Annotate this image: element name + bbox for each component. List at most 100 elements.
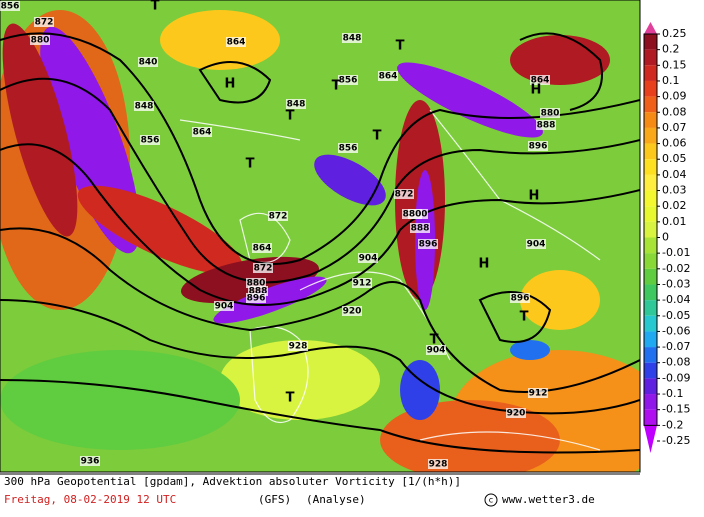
colorbar-label: 0.06 <box>662 137 687 150</box>
contour-label-bg <box>528 388 548 398</box>
colorbar-label: -0.08 <box>662 356 690 369</box>
colorbar-segment <box>644 127 657 144</box>
contour-label-bg <box>530 75 550 85</box>
contour-label-bg <box>140 135 160 145</box>
colorbar-segment <box>644 362 657 379</box>
map-frame <box>0 0 641 473</box>
colorbar-segment <box>644 49 657 66</box>
colorbar-segment <box>644 284 657 301</box>
contour-label-bg <box>288 341 308 351</box>
contour-label-bg <box>506 408 526 418</box>
pressure-center: H <box>479 257 490 272</box>
pressure-center: T <box>151 0 160 14</box>
footer-site: www.wetter3.de <box>502 493 595 506</box>
contour-label: 888 <box>411 224 430 234</box>
contour-label-bg <box>248 286 268 296</box>
contour-label-bg <box>342 306 362 316</box>
contour-label-bg <box>358 253 378 263</box>
colorbar-label: -0.1 <box>662 387 683 400</box>
colorbar-segment <box>644 174 657 191</box>
colorbar-segment <box>644 347 657 363</box>
contour-label: 896 <box>529 142 548 152</box>
colorbar-label: 0.01 <box>662 215 687 228</box>
contour-label: 920 <box>343 307 362 317</box>
colorbar-segment <box>644 159 657 175</box>
pressure-center: T <box>396 39 405 54</box>
pressure-center: T <box>286 391 295 406</box>
contour-label: 904 <box>427 346 446 356</box>
contour-label: 872 <box>254 264 273 274</box>
contour-label: 856 <box>339 76 358 86</box>
colorbar-label: -0.25 <box>662 434 690 447</box>
contour-label-bg <box>192 127 212 137</box>
pressure-center: H <box>531 83 542 98</box>
pressure-center: T <box>520 310 529 325</box>
contour-label: 864 <box>531 76 550 86</box>
contour-label-bg <box>253 263 273 273</box>
contour-label-bg <box>134 101 154 111</box>
colorbar-segment <box>644 331 657 348</box>
colorbar-label: -0.15 <box>662 403 690 416</box>
contour-label-bg <box>252 243 272 253</box>
contour-label: 904 <box>359 254 378 264</box>
colorbar-label: -0.02 <box>662 262 690 275</box>
colorbar-label: 0.08 <box>662 105 687 118</box>
contour-label: 904 <box>215 302 234 312</box>
contour-label: 880 <box>403 210 422 220</box>
colorbar-segment <box>644 394 657 410</box>
colorbar-label: -0.01 <box>662 246 690 259</box>
contour-label: 848 <box>343 34 362 44</box>
colorbar-segment <box>644 253 657 269</box>
colorbar-segment <box>644 237 657 254</box>
colorbar-segment <box>644 378 657 395</box>
colorbar-label: -0.09 <box>662 371 690 384</box>
colorbar-segment <box>644 206 657 222</box>
contour-label: 848 <box>135 102 154 112</box>
colorbar-segment <box>644 112 657 128</box>
contour-label-bg <box>342 33 362 43</box>
contour-label-bg <box>286 99 306 109</box>
colorbar-label: 0.09 <box>662 90 687 103</box>
colorbar-label: -0.07 <box>662 340 690 353</box>
footer-model: (GFS) <box>258 493 291 506</box>
contour-label: 840 <box>139 58 158 68</box>
contour-label: 912 <box>529 389 548 399</box>
pressure-center: T <box>430 333 439 348</box>
footer-run: (Analyse) <box>306 493 366 506</box>
contour-label-bg <box>268 211 288 221</box>
contour-label: 872 <box>269 212 288 222</box>
colorbar-segment <box>644 65 657 81</box>
contour-label: 936 <box>81 457 100 467</box>
colorbar-segment <box>644 96 657 113</box>
contour-label: 928 <box>429 460 448 470</box>
colorbar-arrow-bottom <box>644 425 657 453</box>
contour-label: 888 <box>537 121 556 131</box>
colorbar-label: 0.2 <box>662 43 680 56</box>
pressure-center: H <box>225 77 236 92</box>
contour-label-bg <box>80 456 100 466</box>
contour-label: 856 <box>339 144 358 154</box>
colorbar-label: 0.1 <box>662 74 680 87</box>
colorbar-segment <box>644 268 657 285</box>
contour-label: 904 <box>527 240 546 250</box>
contour-label: 880 <box>31 36 50 46</box>
contour-label-bg <box>30 35 50 45</box>
contour-label: 896 <box>247 294 266 304</box>
contour-label-bg <box>528 141 548 151</box>
contour-label-bg <box>410 223 430 233</box>
contour-label-bg <box>426 345 446 355</box>
footer-title: 300 hPa Geopotential [gpdam], Advektion … <box>4 475 461 488</box>
contour-label-bg <box>394 189 414 199</box>
colorbar-frame <box>643 33 658 426</box>
contour-label-bg <box>246 293 266 303</box>
contour-label: 912 <box>353 279 372 289</box>
contour-label: 856 <box>1 2 20 12</box>
colorbar-segment <box>644 190 657 207</box>
contour-label: 864 <box>227 38 246 48</box>
contour-label: 920 <box>507 409 526 419</box>
contour-label-bg <box>510 293 530 303</box>
pressure-center: H <box>529 189 540 204</box>
colorbar-segment <box>644 300 657 316</box>
copyright-icon <box>484 493 498 507</box>
